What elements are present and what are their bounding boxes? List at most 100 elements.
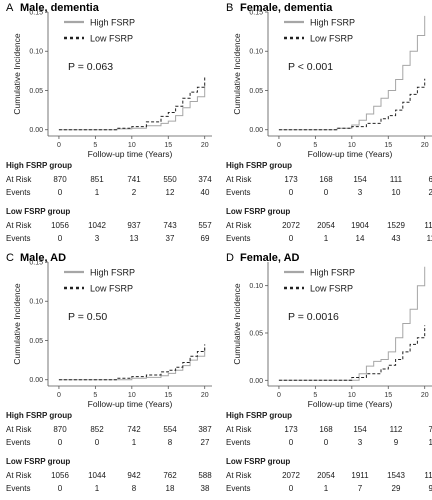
y-tick-label: 0.10 xyxy=(249,283,263,290)
at-risk-value: 387 xyxy=(198,425,212,434)
events-value: 0 xyxy=(289,484,294,493)
legend-label: High FSRP xyxy=(310,18,355,28)
p-value: P = 0.0016 xyxy=(288,311,339,323)
risk-group-title: Low FSRP group xyxy=(6,457,70,466)
at-risk-value: 1056 xyxy=(51,221,69,230)
events-value: 38 xyxy=(201,484,210,493)
at-risk-label: At Risk xyxy=(226,175,252,184)
events-label: Events xyxy=(6,234,30,243)
at-risk-value: 870 xyxy=(53,425,67,434)
x-tick-label: 0 xyxy=(57,392,61,399)
events-value: 0 xyxy=(58,438,63,447)
y-tick-label: 0.00 xyxy=(249,378,263,385)
events-label: Events xyxy=(226,438,250,447)
events-value: 117 xyxy=(427,234,432,243)
legend-label: High FSRP xyxy=(90,268,135,278)
at-risk-value: 937 xyxy=(127,221,141,230)
risk-group-title: High FSRP group xyxy=(6,411,72,420)
x-axis-label: Follow-up time (Years) xyxy=(308,399,393,409)
y-tick-label: 0.05 xyxy=(249,330,263,337)
at-risk-value: 1145 xyxy=(424,221,432,230)
at-risk-value: 71 xyxy=(429,425,432,434)
at-risk-value: 1529 xyxy=(387,221,405,230)
events-label: Events xyxy=(226,234,250,243)
at-risk-value: 168 xyxy=(319,175,333,184)
at-risk-value: 1042 xyxy=(88,221,106,230)
events-value: 3 xyxy=(358,438,363,447)
at-risk-value: 742 xyxy=(127,425,141,434)
risk-group-title: Low FSRP group xyxy=(6,207,70,216)
at-risk-value: 557 xyxy=(198,221,212,230)
y-tick-label: 0.15 xyxy=(29,10,43,17)
events-value: 27 xyxy=(201,438,210,447)
risk-group-title: Low FSRP group xyxy=(226,457,290,466)
legend-label: High FSRP xyxy=(90,18,135,28)
events-value: 14 xyxy=(356,234,365,243)
at-risk-value: 743 xyxy=(163,221,177,230)
x-tick-label: 5 xyxy=(93,142,97,149)
x-tick-label: 5 xyxy=(313,142,317,149)
legend-label: Low FSRP xyxy=(310,34,353,44)
at-risk-label: At Risk xyxy=(226,425,252,434)
at-risk-value: 374 xyxy=(198,175,212,184)
at-risk-value: 1056 xyxy=(51,471,69,480)
series-line-high-fsrp xyxy=(278,266,426,381)
at-risk-value: 2054 xyxy=(317,471,335,480)
at-risk-value: 154 xyxy=(353,425,367,434)
at-risk-value: 870 xyxy=(53,175,67,184)
at-risk-value: 1543 xyxy=(387,471,405,480)
legend-label: Low FSRP xyxy=(90,34,133,44)
events-value: 43 xyxy=(392,234,401,243)
x-tick-label: 5 xyxy=(313,392,317,399)
x-tick-label: 20 xyxy=(201,142,209,149)
legend-label: Low FSRP xyxy=(90,284,133,294)
events-label: Events xyxy=(6,188,30,197)
x-tick-label: 15 xyxy=(384,142,392,149)
events-value: 13 xyxy=(130,234,139,243)
x-tick-label: 0 xyxy=(277,142,281,149)
risk-group-title: High FSRP group xyxy=(226,161,292,170)
y-tick-label: 0.15 xyxy=(29,260,43,267)
events-label: Events xyxy=(226,484,250,493)
events-value: 0 xyxy=(289,234,294,243)
events-value: 1 xyxy=(95,484,100,493)
events-value: 0 xyxy=(58,234,63,243)
series-line-high-fsrp xyxy=(58,348,206,381)
at-risk-value: 942 xyxy=(127,471,141,480)
at-risk-label: At Risk xyxy=(6,221,32,230)
series-line-low-fsrp xyxy=(278,78,426,131)
events-value: 69 xyxy=(201,234,210,243)
events-label: Events xyxy=(226,188,250,197)
events-value: 37 xyxy=(166,234,175,243)
events-value: 0 xyxy=(289,188,294,197)
series-line-low-fsrp xyxy=(58,77,206,131)
x-tick-label: 0 xyxy=(57,142,61,149)
at-risk-value: 168 xyxy=(319,425,333,434)
events-value: 1 xyxy=(324,484,329,493)
at-risk-value: 2072 xyxy=(282,471,300,480)
at-risk-value: 851 xyxy=(90,175,104,184)
legend-label: High FSRP xyxy=(310,268,355,278)
events-value: 8 xyxy=(168,438,173,447)
y-tick-label: 0.00 xyxy=(29,377,43,384)
at-risk-value: 111 xyxy=(390,175,403,184)
panel-letter: D xyxy=(226,252,234,264)
events-value: 92 xyxy=(429,484,432,493)
at-risk-value: 852 xyxy=(90,425,104,434)
events-value: 3 xyxy=(95,234,100,243)
x-axis-label: Follow-up time (Years) xyxy=(88,149,173,159)
x-tick-label: 5 xyxy=(93,392,97,399)
at-risk-value: 1904 xyxy=(351,221,369,230)
at-risk-value: 1911 xyxy=(351,471,369,480)
series-line-high-fsrp xyxy=(58,85,206,131)
at-risk-value: 154 xyxy=(353,175,367,184)
at-risk-value: 1170 xyxy=(424,471,432,480)
at-risk-label: At Risk xyxy=(6,425,32,434)
events-value: 0 xyxy=(289,438,294,447)
panel-letter: C xyxy=(6,252,14,264)
events-value: 7 xyxy=(358,484,363,493)
events-value: 17 xyxy=(429,438,432,447)
panel-letter: B xyxy=(226,2,233,14)
at-risk-label: At Risk xyxy=(6,471,32,480)
p-value: P < 0.001 xyxy=(288,61,333,73)
